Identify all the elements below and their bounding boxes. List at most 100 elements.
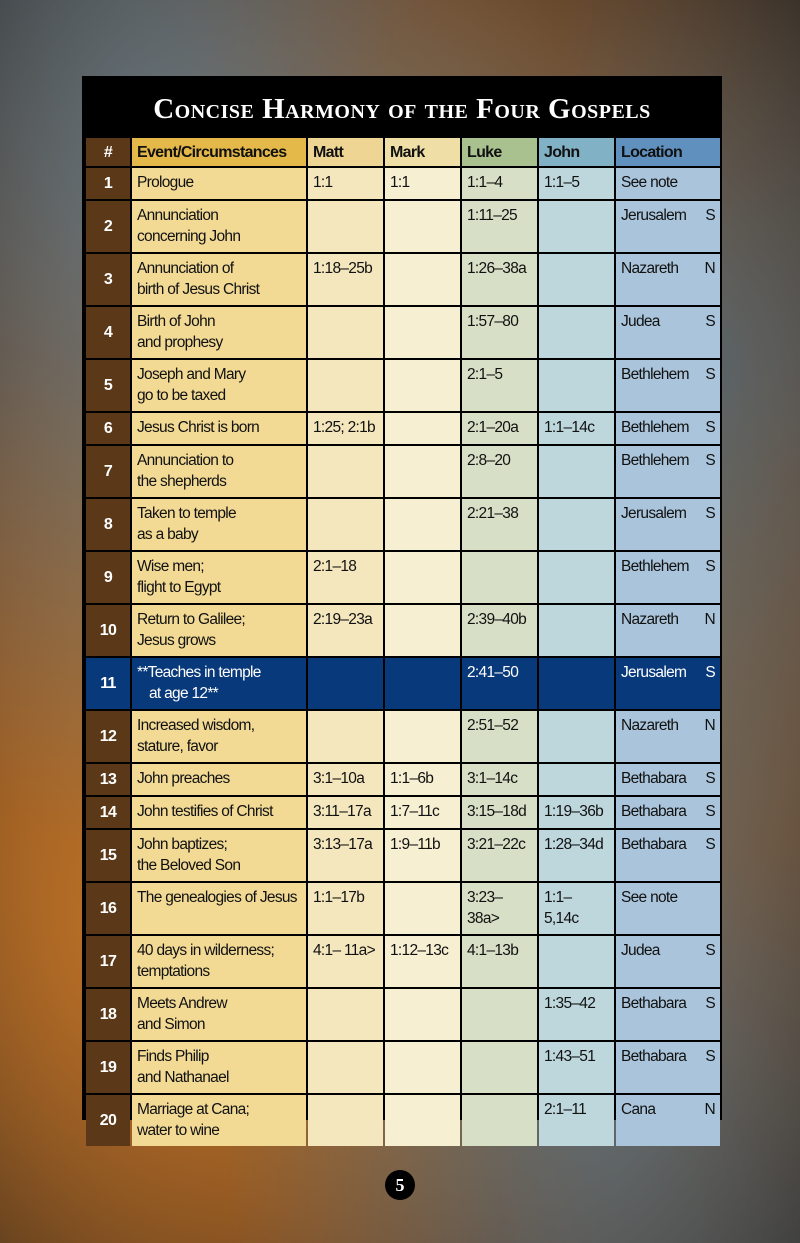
event-line: Jesus grows — [137, 632, 216, 649]
event-line: Wise men; — [137, 558, 205, 575]
region-code: S — [705, 313, 715, 330]
table-row: 8 Taken to temple as a baby 2:21–38 Jerus… — [86, 499, 720, 550]
matt-cell: 2:19–23a — [308, 605, 383, 656]
event-line: stature, favor — [137, 738, 218, 755]
event-line: Meets Andrew — [137, 995, 228, 1012]
mark-cell — [385, 989, 460, 1040]
region-code: S — [705, 770, 715, 787]
john-cell — [539, 764, 614, 795]
table-row: 11 **Teaches in temple at age 12** 2:41–5… — [86, 658, 720, 709]
event-cell: Wise men; flight to Egypt — [132, 552, 306, 603]
event-cell: **Teaches in temple at age 12** — [132, 658, 306, 709]
region-code: S — [705, 1048, 715, 1065]
luke-cell — [462, 989, 537, 1040]
region-code: S — [705, 505, 715, 522]
john-cell: 1:28–34d — [539, 830, 614, 881]
event-line: birth of Jesus Christ — [137, 281, 260, 298]
john-cell — [539, 307, 614, 358]
luke-cell: 1:1–4 — [462, 168, 537, 199]
location-cell: See note — [616, 883, 720, 934]
john-cell — [539, 254, 614, 305]
event-cell: 40 days in wilderness; temptations — [132, 936, 306, 987]
john-cell — [539, 605, 614, 656]
event-line: water to wine — [137, 1122, 220, 1139]
row-number: 2 — [86, 201, 130, 252]
region-code: N — [704, 717, 716, 734]
mark-cell — [385, 605, 460, 656]
mark-cell — [385, 413, 460, 444]
location-name: Nazareth — [621, 717, 679, 734]
page-title: Concise Harmony of the Four Gospels — [153, 93, 651, 125]
region-code: N — [704, 611, 716, 628]
table-row: 20 Marriage at Cana; water to wine 2:1–11… — [86, 1095, 720, 1146]
region-code: S — [705, 664, 715, 681]
matt-cell — [308, 1042, 383, 1093]
table-row: 10 Return to Galilee; Jesus grows 2:19–23… — [86, 605, 720, 656]
region-code: S — [705, 995, 715, 1012]
event-cell: John preaches — [132, 764, 306, 795]
matt-cell: 1:1 — [308, 168, 383, 199]
john-cell: 2:1–11 — [539, 1095, 614, 1146]
row-number: 19 — [86, 1042, 130, 1093]
john-cell — [539, 552, 614, 603]
location-cell: See note — [616, 168, 720, 199]
mark-cell — [385, 658, 460, 709]
mark-cell — [385, 552, 460, 603]
row-number: 17 — [86, 936, 130, 987]
row-number: 13 — [86, 764, 130, 795]
page-number: 5 — [385, 1170, 415, 1200]
mark-cell — [385, 201, 460, 252]
event-line: Prologue — [137, 174, 194, 191]
location-name: Bethlehem — [621, 558, 690, 575]
row-number: 15 — [86, 830, 130, 881]
john-cell: 1:1– 5,14c — [539, 883, 614, 934]
table-row: 2 Annunciation concerning John 1:11–25 Je… — [86, 201, 720, 252]
event-cell: Taken to temple as a baby — [132, 499, 306, 550]
matt-cell: 1:18–25b — [308, 254, 383, 305]
matt-cell — [308, 201, 383, 252]
table-row: 15 John baptizes; the Beloved Son 3:13–17… — [86, 830, 720, 881]
event-line: Jesus Christ is born — [137, 419, 260, 436]
event-line: John testifies of Christ — [137, 803, 273, 820]
header-mark: Mark — [385, 138, 460, 166]
john-cell — [539, 936, 614, 987]
event-cell: Return to Galilee; Jesus grows — [132, 605, 306, 656]
event-line: at age 12** — [149, 685, 219, 702]
mark-cell — [385, 360, 460, 411]
event-line: concerning John — [137, 228, 241, 245]
event-line: Annunciation to — [137, 452, 234, 469]
event-line: Taken to temple — [137, 505, 237, 522]
row-number: 10 — [86, 605, 130, 656]
location-cell: Jerusalem S — [616, 201, 720, 252]
row-number: 8 — [86, 499, 130, 550]
event-line: Marriage at Cana; — [137, 1101, 250, 1118]
location-name: Jerusalem — [621, 664, 687, 681]
location-name: Judea — [621, 313, 660, 330]
event-cell: Prologue — [132, 168, 306, 199]
luke-cell: 1:57–80 — [462, 307, 537, 358]
table-row: 7 Annunciation to the shepherds 2:8–20 Be… — [86, 446, 720, 497]
row-number: 18 — [86, 989, 130, 1040]
row-number: 3 — [86, 254, 130, 305]
location-cell: Judea S — [616, 307, 720, 358]
luke-cell: 2:8–20 — [462, 446, 537, 497]
header-row: # Event/Circumstances Matt Mark Luke Joh… — [86, 138, 720, 166]
event-line: and Nathanael — [137, 1069, 229, 1086]
event-line: and Simon — [137, 1016, 206, 1033]
mark-cell — [385, 446, 460, 497]
mark-cell — [385, 254, 460, 305]
location-name: Judea — [621, 942, 660, 959]
event-cell: Annunciation to the shepherds — [132, 446, 306, 497]
location-name: Jerusalem — [621, 207, 687, 224]
row-number: 9 — [86, 552, 130, 603]
matt-cell — [308, 1095, 383, 1146]
matt-cell: 4:1– 11a> — [308, 936, 383, 987]
matt-cell: 1:1–17b — [308, 883, 383, 934]
luke-cell: 3:15–18d — [462, 797, 537, 828]
event-cell: Meets Andrew and Simon — [132, 989, 306, 1040]
location-name: See note — [621, 174, 678, 191]
matt-cell: 3:13–17a — [308, 830, 383, 881]
location-name: Nazareth — [621, 260, 679, 277]
event-line: John baptizes; — [137, 836, 228, 853]
location-cell: Bethlehem S — [616, 413, 720, 444]
